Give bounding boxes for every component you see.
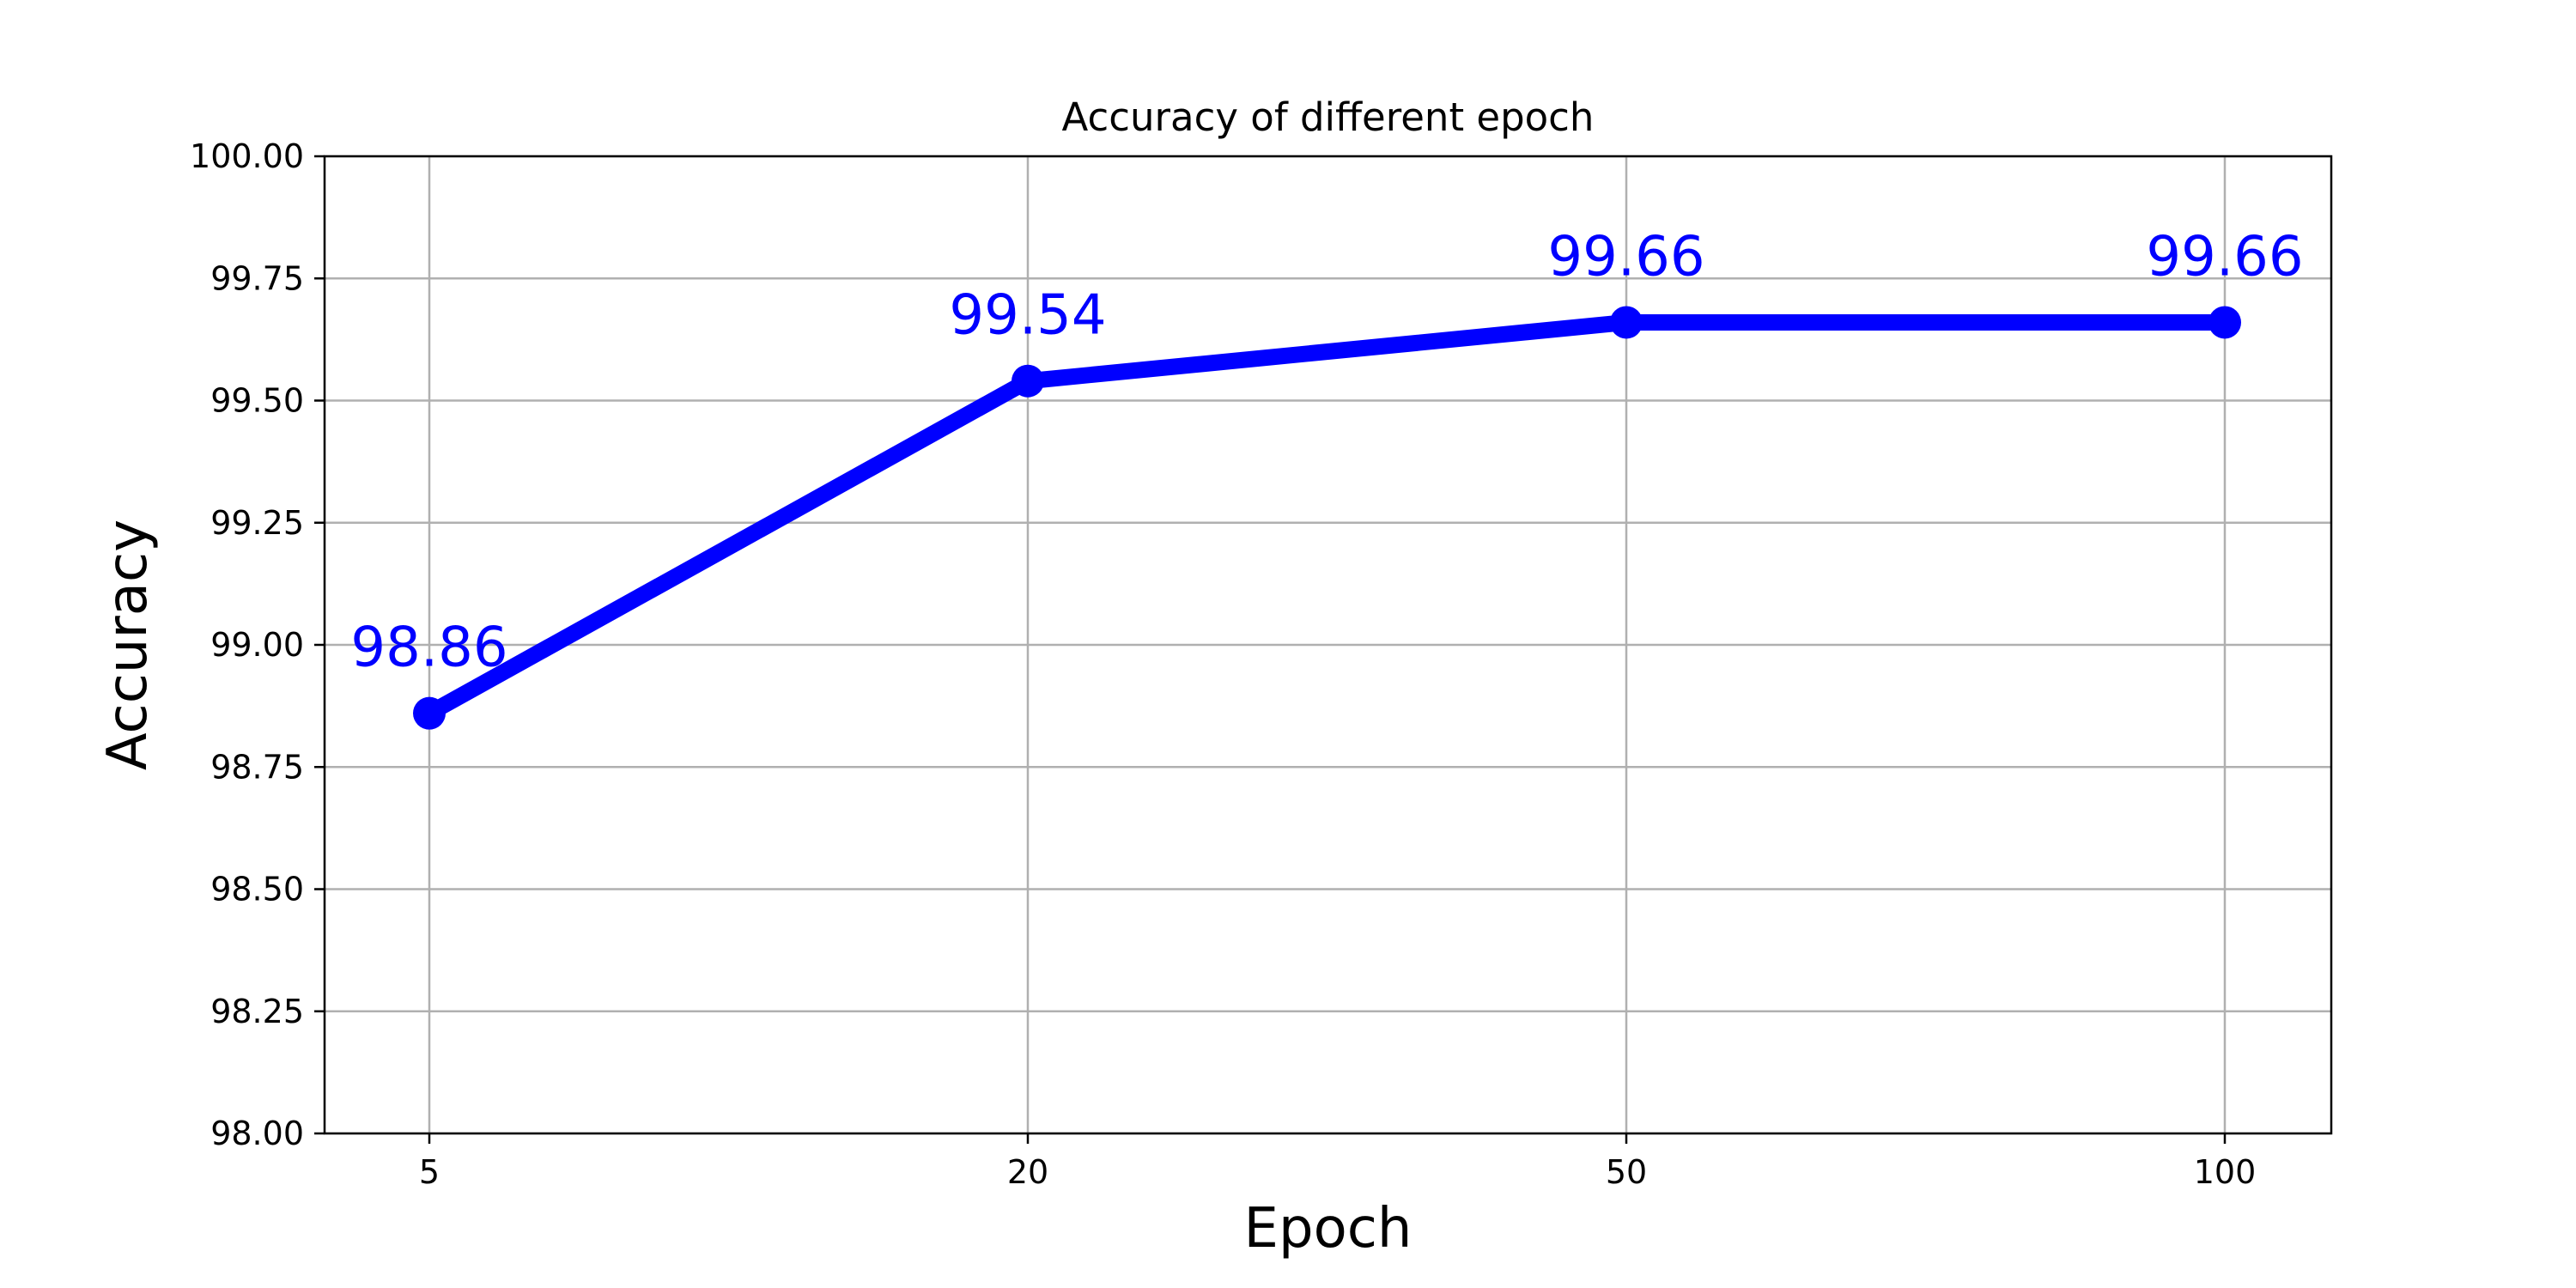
- data-point: [1610, 306, 1643, 339]
- axis-ticks: 98.00 98.25 98.50 98.75 99.00 99.25 99.50 99.75…: [190, 137, 2256, 1191]
- x-tick-label: 100: [2194, 1153, 2257, 1191]
- data-labels: 98.86 99.54 99.66 99.66: [350, 225, 2303, 679]
- x-tick-label: 5: [419, 1153, 440, 1191]
- chart-title: Accuracy of different epoch: [1062, 94, 1595, 140]
- y-tick-label: 99.00: [210, 626, 304, 664]
- y-tick-label: 98.50: [210, 871, 304, 908]
- y-tick-label: 98.75: [210, 748, 304, 786]
- y-tick-label: 99.25: [210, 504, 304, 542]
- data-label: 99.54: [949, 284, 1106, 348]
- data-point: [413, 696, 446, 730]
- y-tick-label: 100.00: [190, 137, 304, 175]
- data-point: [2208, 306, 2241, 339]
- y-tick-label: 98.00: [210, 1115, 304, 1152]
- accuracy-line: [421, 313, 2233, 722]
- y-tick-label: 98.25: [210, 993, 304, 1030]
- data-label: 98.86: [350, 617, 507, 680]
- grid: [325, 155, 2331, 1135]
- y-tick-label: 99.50: [210, 382, 304, 420]
- data-label: 99.66: [1547, 225, 1704, 289]
- y-axis-label: Accuracy: [96, 519, 160, 770]
- y-tick-label: 99.75: [210, 259, 304, 297]
- x-tick-label: 20: [1007, 1153, 1048, 1191]
- data-point: [1012, 364, 1044, 398]
- data-label: 99.66: [2146, 225, 2303, 289]
- x-axis-label: Epoch: [1244, 1197, 1413, 1261]
- x-tick-label: 50: [1606, 1153, 1647, 1191]
- series: [413, 306, 2241, 730]
